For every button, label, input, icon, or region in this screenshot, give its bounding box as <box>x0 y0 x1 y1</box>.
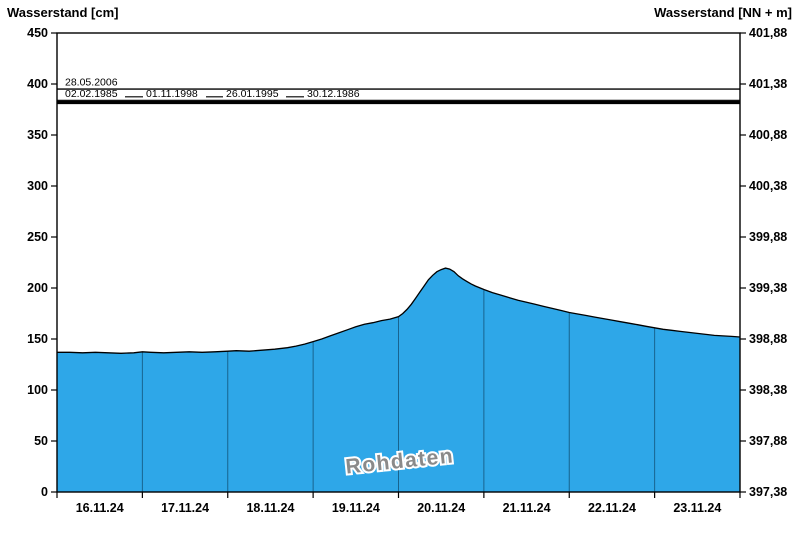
x-axis-tick-label: 21.11.24 <box>503 501 551 515</box>
y-axis-tick-label-left: 200 <box>27 281 48 295</box>
y-axis-tick-label-right: 401,38 <box>749 77 787 91</box>
y-axis-tick-label-left: 250 <box>27 230 48 244</box>
x-axis-tick-label: 16.11.24 <box>76 501 124 515</box>
x-axis-tick-label: 20.11.24 <box>417 501 465 515</box>
right-axis-title: Wasserstand [NN + m] <box>654 5 792 20</box>
reference-line-label: 26.01.1995 <box>226 88 279 100</box>
series-outline <box>57 267 741 354</box>
reference-line-label: 30.12.1986 <box>307 88 360 100</box>
x-axis-tick-label: 19.11.24 <box>332 501 380 515</box>
y-axis-tick-label-left: 300 <box>27 179 48 193</box>
y-axis-tick-label-left: 150 <box>27 332 48 346</box>
y-axis-tick-label-left: 0 <box>41 485 48 499</box>
y-axis-tick-label-left: 350 <box>27 128 48 142</box>
y-axis-tick-label-right: 400,88 <box>749 128 787 142</box>
y-axis-tick-label-right: 399,88 <box>749 230 787 244</box>
y-axis-tick-label-right: 398,88 <box>749 332 787 346</box>
y-axis-tick-label-right: 397,38 <box>749 485 787 499</box>
x-axis-tick-label: 23.11.24 <box>673 501 721 515</box>
day-separator-group <box>141 268 656 492</box>
y-axis-tick-label-left: 450 <box>27 26 48 40</box>
reference-line-label: 28.05.2006 <box>65 77 118 89</box>
y-axis-tick-label-right: 401,88 <box>749 26 787 40</box>
y-axis-tick-label-right: 397,88 <box>749 434 787 448</box>
x-axis-tick-label: 22.11.24 <box>588 501 636 515</box>
x-axis-tick-label: 17.11.24 <box>161 501 209 515</box>
reference-line-label: 02.02.1985 <box>65 88 118 100</box>
y-axis-tick-label-left: 50 <box>34 434 48 448</box>
y-axis-tick-label-right: 400,38 <box>749 179 787 193</box>
reference-line-label: 01.11.1998 <box>146 88 198 100</box>
left-axis-title: Wasserstand [cm] <box>7 5 119 20</box>
y-axis-tick-label-right: 399,38 <box>749 281 787 295</box>
x-axis-tick-label: 18.11.24 <box>246 501 294 515</box>
y-axis-tick-label-right: 398,38 <box>749 383 787 397</box>
y-axis-tick-label-left: 400 <box>27 77 48 91</box>
y-axis-tick-label-left: 100 <box>27 383 48 397</box>
